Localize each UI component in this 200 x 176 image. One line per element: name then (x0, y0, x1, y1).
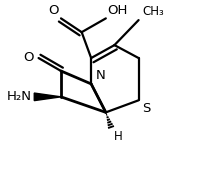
Text: OH: OH (108, 4, 128, 17)
Text: O: O (23, 51, 33, 64)
Text: S: S (142, 102, 150, 115)
Text: CH₃: CH₃ (142, 5, 164, 18)
Text: N: N (95, 69, 105, 82)
Text: O: O (48, 4, 58, 17)
Text: H₂N: H₂N (7, 90, 32, 103)
Polygon shape (34, 93, 61, 101)
Text: H: H (114, 130, 122, 143)
